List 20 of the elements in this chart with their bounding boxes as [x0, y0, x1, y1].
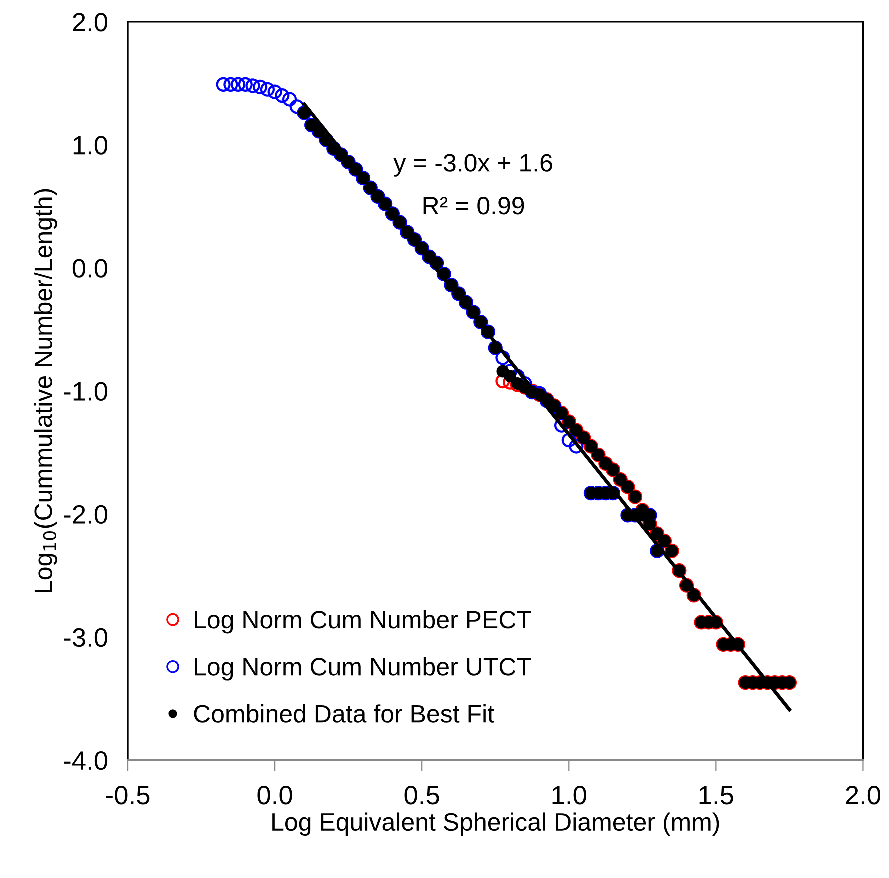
x-tick-label: 0.5: [404, 786, 440, 805]
annotation: y = -3.0x + 1.6: [394, 154, 552, 177]
x-axis-title: Log Equivalent Spherical Diameter (mm): [272, 812, 720, 836]
y-tick-label: 1.0: [74, 136, 108, 155]
y-tick-label: -2.0: [64, 505, 108, 524]
x-tick-label: 1.5: [700, 786, 734, 805]
y-tick-label: 2.0: [73, 13, 108, 32]
y-tick-label: -3.0: [64, 628, 108, 648]
x-tick-label: 1.0: [552, 786, 586, 805]
legend-label: Log Norm Cum Number UTCT: [195, 657, 532, 681]
x-tick-label: 2.0: [846, 786, 881, 805]
x-tick-label: -0.5: [106, 786, 150, 805]
x-tick-label: 0.0: [258, 786, 292, 805]
y-tick-label: 0.0: [72, 259, 108, 278]
y-axis-title: Log$_{10}$(Cummulative Number/Length): [34, 189, 58, 592]
legend-label: Log Norm Cum Number PECT: [195, 610, 532, 634]
legend-label: Combined Data for Best Fit: [194, 704, 494, 723]
y-tick-label: -1.0: [64, 382, 108, 401]
annotation: R² = 0.99: [424, 197, 524, 215]
y-tick-label: -4.0: [64, 751, 108, 770]
